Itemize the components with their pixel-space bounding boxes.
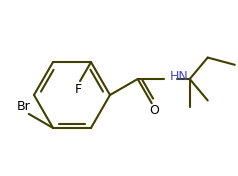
- Text: HN: HN: [170, 71, 188, 83]
- Text: Br: Br: [17, 100, 31, 113]
- Text: F: F: [74, 83, 82, 96]
- Text: O: O: [149, 104, 159, 117]
